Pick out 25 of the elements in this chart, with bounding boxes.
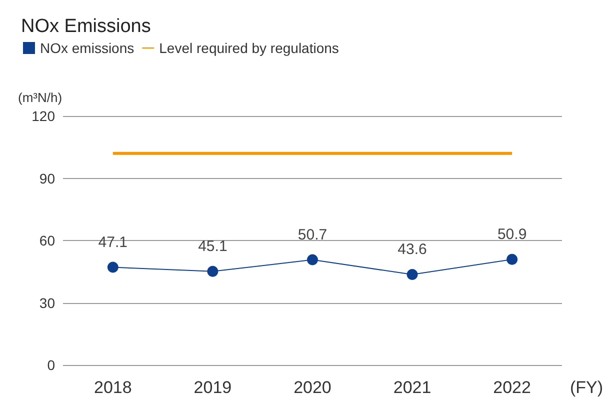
chart-title: NOx Emissions	[21, 16, 151, 37]
x-tick-label: 2021	[393, 378, 432, 397]
point	[306, 254, 318, 266]
point	[207, 266, 218, 277]
y-tick-label: 60	[39, 232, 56, 248]
point	[406, 269, 418, 280]
y-tick-label: 0	[47, 357, 56, 373]
x-tick-label: 2022	[493, 378, 531, 397]
legend-label: Level required by regulations	[159, 40, 339, 56]
data-label: 50.9	[497, 226, 527, 243]
data-label: 50.7	[298, 226, 328, 244]
y-tick-label: 120	[32, 108, 56, 124]
data-label: 43.6	[398, 241, 427, 258]
data-label: 47.1	[98, 234, 128, 251]
x-axis-title: (FY)	[570, 378, 603, 397]
x-tick-label: 2020	[294, 378, 332, 397]
legend-label: NOx emissions	[40, 40, 134, 56]
x-tick-label: 2018	[94, 378, 132, 397]
point	[506, 254, 518, 265]
x-tick-label: 2019	[194, 378, 232, 397]
y-tick-label: 90	[39, 170, 56, 186]
data-label: 45.1	[198, 238, 228, 255]
y-tick-label: 30	[39, 294, 56, 311]
point	[107, 262, 118, 273]
y-axis-title: (m³N/h)	[18, 90, 62, 105]
